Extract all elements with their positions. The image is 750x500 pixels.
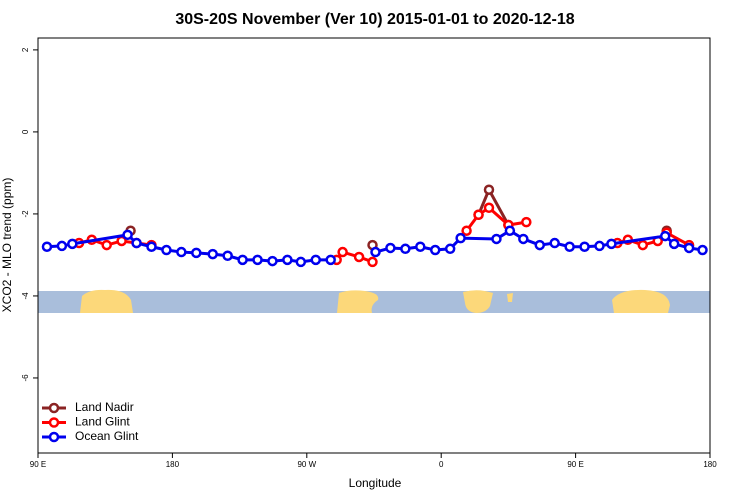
point [101,239,112,251]
point [325,254,336,266]
x-tick-label: 0 [439,460,444,469]
point [41,241,53,252]
x-tick-label: 180 [166,460,180,469]
map-strip [38,289,710,313]
y-tick-label: 0 [21,129,30,134]
point [461,225,472,236]
point [222,250,233,262]
point [683,242,695,254]
point [659,230,671,242]
point [353,251,365,263]
point [122,229,133,241]
y-tick-label: -6 [21,374,30,382]
point [483,184,495,195]
y-tick-label: 2 [21,47,30,52]
point [67,238,78,250]
legend-label: Land Nadir [75,400,134,414]
point [564,241,575,252]
x-tick-label: 180 [703,460,717,469]
point [606,238,617,250]
point [295,256,307,268]
legend-label: Ocean Glint [75,429,139,443]
point [282,254,293,266]
legend-marker [48,402,60,414]
point [697,244,708,256]
point [367,256,378,268]
x-axis-label: Longitude [349,476,402,490]
y-tick-label: -4 [21,292,30,300]
point [146,241,157,252]
legend-marker [48,431,60,443]
point [549,237,560,249]
point [594,240,605,252]
y-axis-label: XCO2 - MLO trend (ppm) [0,178,14,313]
point [455,232,466,244]
point [521,216,532,228]
point [483,202,495,214]
point [504,225,516,236]
point [337,246,348,258]
point [237,254,248,266]
point [310,254,322,266]
point [534,239,546,251]
point [370,246,381,258]
point [131,237,142,249]
x-tick-label: 90 W [297,460,316,469]
chart-title: 30S-20S November (Ver 10) 2015-01-01 to … [175,11,574,28]
point [161,244,172,256]
point [668,238,680,250]
plot-frame [37,37,711,454]
series-line [78,205,690,264]
x-tick-label: 90 E [30,460,46,469]
x-tick-label: 90 E [567,460,583,469]
point [429,244,441,256]
y-tick-label: -2 [21,210,30,218]
point [252,254,263,266]
point [385,242,396,254]
point [473,209,484,220]
point [415,241,426,252]
legend-label: Land Glint [75,415,130,429]
point [56,240,68,252]
point [191,247,202,259]
legend-marker [48,417,60,428]
point [579,241,590,252]
point [400,243,411,255]
point [637,239,649,251]
point [444,243,456,255]
point [491,233,502,245]
point [207,248,218,260]
point [176,246,187,258]
point [267,255,278,267]
point [518,233,529,245]
